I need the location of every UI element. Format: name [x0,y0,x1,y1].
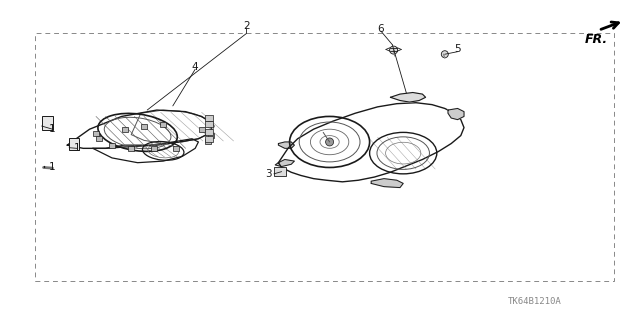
Text: 5: 5 [454,44,461,55]
Bar [173,146,179,151]
Polygon shape [448,108,464,120]
Text: 1: 1 [74,143,80,153]
Bar [150,146,157,151]
Bar [208,133,214,138]
Text: 1: 1 [49,124,56,134]
Bar [93,131,99,137]
Bar [35,33,614,281]
Text: 2: 2 [243,20,250,31]
FancyBboxPatch shape [274,167,286,176]
Circle shape [442,51,448,58]
Polygon shape [278,142,294,148]
Bar [198,127,205,132]
FancyBboxPatch shape [69,138,79,150]
Bar [160,122,166,127]
Bar [96,136,102,141]
Polygon shape [390,93,426,102]
Bar [205,130,213,135]
Polygon shape [371,179,403,188]
Bar [122,127,128,132]
Text: TK64B1210A: TK64B1210A [508,297,561,306]
Bar [205,139,211,145]
Bar [141,123,147,129]
Circle shape [326,138,333,146]
Text: FR.: FR. [585,33,608,47]
Text: 1: 1 [49,162,56,173]
Bar [205,122,213,127]
Bar [205,136,213,142]
Polygon shape [275,160,294,167]
Bar [205,115,213,121]
Text: 3: 3 [266,169,272,179]
FancyBboxPatch shape [42,116,52,130]
Bar [128,146,134,151]
Text: 4: 4 [192,62,198,72]
Text: 6: 6 [378,24,384,34]
Circle shape [390,46,397,54]
Bar [109,143,115,148]
